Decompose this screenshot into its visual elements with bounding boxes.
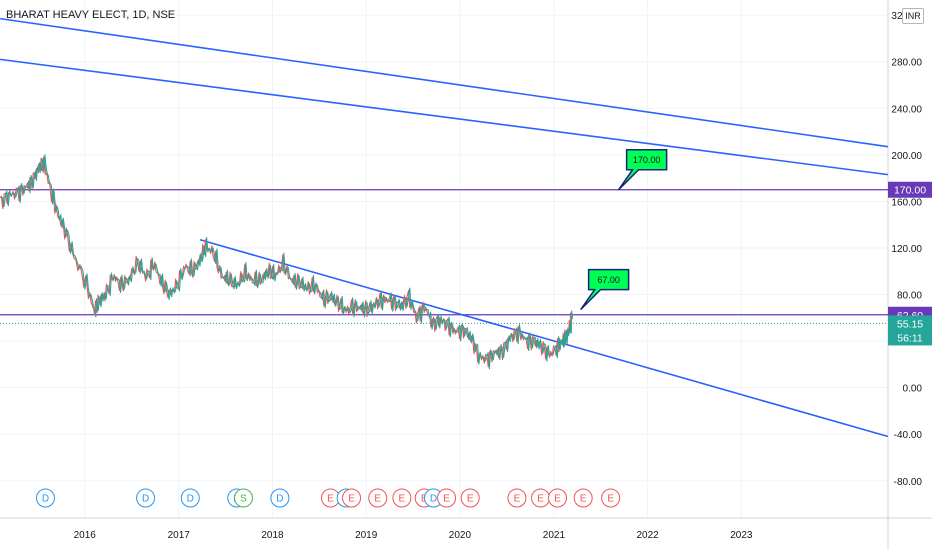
y-tick-label: 120.00 [891, 244, 922, 255]
trendline [0, 58, 889, 176]
event-marker-label: E [399, 494, 406, 505]
event-marker-label: D [430, 494, 437, 505]
event-marker-earnings: E [548, 488, 568, 508]
y-tick-label: 240.00 [891, 104, 922, 115]
y-tick-label: -80.00 [894, 477, 923, 488]
x-tick-label: 2021 [543, 530, 566, 541]
y-tick-label: 160.00 [891, 197, 922, 208]
event-marker-earnings: E [573, 488, 593, 508]
event-marker-dividend: D [35, 488, 55, 508]
price-callout: 170.00 [618, 148, 668, 191]
x-tick-label: 2018 [261, 530, 284, 541]
event-marker-label: E [467, 494, 474, 505]
event-marker-label: E [348, 494, 355, 505]
y-tick-label: 280.00 [891, 58, 922, 69]
event-marker-earnings: E [507, 488, 527, 508]
price-callout: 67.00 [580, 268, 630, 311]
event-marker-earnings: E [342, 488, 362, 508]
trendline [0, 17, 889, 148]
event-marker-label: D [142, 494, 149, 505]
y-tick-label: 0.00 [903, 384, 923, 395]
y-tick-label: 200.00 [891, 151, 922, 162]
event-marker-label: E [374, 494, 381, 505]
last-price-tag-countdown: 56:11 [897, 332, 923, 344]
event-marker-circle [437, 488, 457, 508]
event-marker-label: D [42, 494, 49, 505]
x-tick-label: 2020 [449, 530, 472, 541]
callout-label: 67.00 [597, 275, 620, 285]
x-tick-label: 2017 [168, 530, 191, 541]
event-marker-circle [270, 488, 290, 508]
event-marker-dividend: D [270, 488, 290, 508]
event-marker-earnings: E [392, 488, 412, 508]
event-marker-label: E [443, 494, 450, 505]
event-marker-earnings: E [437, 488, 457, 508]
last-price-tag: 55.15 [897, 318, 923, 330]
price-series-shadow [0, 156, 572, 368]
event-marker-label: E [537, 494, 544, 505]
event-marker-circle [573, 488, 593, 508]
event-marker-earnings: E [368, 488, 388, 508]
symbol-title: BHARAT HEAVY ELECT, 1D, NSE [6, 9, 176, 21]
y-tick-label: -40.00 [894, 430, 923, 441]
event-marker-dividend: D [136, 488, 156, 508]
x-tick-label: 2022 [637, 530, 660, 541]
event-marker-circle [601, 488, 621, 508]
event-marker-label: E [514, 494, 521, 505]
trendline [199, 239, 889, 438]
event-marker-label: E [580, 494, 587, 505]
level-price-tag: 170.00 [894, 185, 926, 197]
event-marker-label: D [187, 494, 194, 505]
event-marker-circle [368, 488, 388, 508]
event-marker-earnings: E [460, 488, 480, 508]
callout-box [580, 268, 630, 311]
event-marker-circle [507, 488, 527, 508]
event-marker-label: E [327, 494, 334, 505]
event-marker-label: S [240, 494, 247, 505]
event-marker-earnings: E [531, 488, 551, 508]
event-marker-split: S [233, 488, 253, 508]
event-marker-circle [460, 488, 480, 508]
price-series-line [0, 154, 574, 370]
event-marker-circle [35, 488, 55, 508]
event-marker-dividend: D [180, 488, 200, 508]
level-price-tag-bg [888, 181, 932, 198]
x-tick-label: 2023 [730, 530, 753, 541]
event-marker-circle [233, 488, 253, 508]
callout-box [618, 148, 668, 191]
event-marker-circle [548, 488, 568, 508]
event-marker-label: D [276, 494, 283, 505]
event-marker-circle [342, 488, 362, 508]
last-price-tag-bg [888, 315, 932, 346]
callout-label: 170.00 [633, 155, 661, 165]
event-marker-label: E [607, 494, 614, 505]
event-marker-earnings: E [601, 488, 621, 508]
event-marker-label: E [554, 494, 561, 505]
event-marker-circle [392, 488, 412, 508]
event-marker-circle [136, 488, 156, 508]
y-tick-label: 80.00 [897, 291, 922, 302]
event-marker-circle [180, 488, 200, 508]
x-tick-label: 2019 [355, 530, 378, 541]
x-tick-label: 2016 [74, 530, 97, 541]
currency-badge[interactable]: INR [902, 8, 924, 24]
